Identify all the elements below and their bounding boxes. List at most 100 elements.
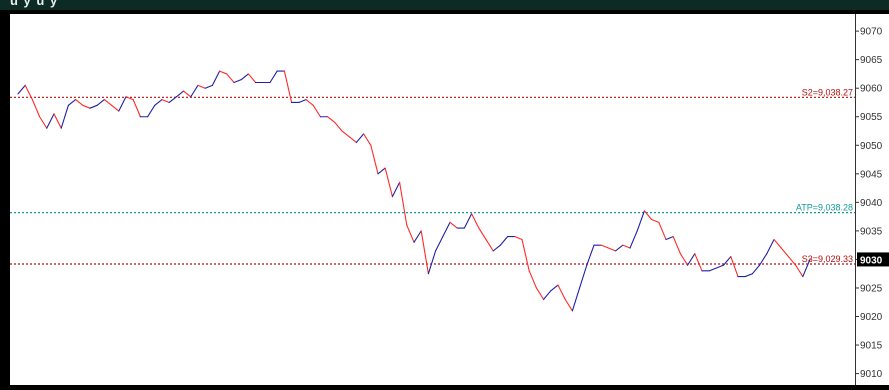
price-segment <box>708 267 717 272</box>
price-segment <box>204 84 213 89</box>
tick-label: 9050 <box>860 141 883 152</box>
price-segment <box>521 238 530 272</box>
price-segment <box>355 133 365 143</box>
price-segment <box>463 213 473 229</box>
tick-label: 9025 <box>860 283 883 294</box>
price-segment <box>571 287 581 312</box>
price-segment <box>492 244 501 252</box>
price-segment <box>46 113 55 129</box>
price-segment <box>233 79 242 84</box>
price-segment <box>125 96 134 101</box>
price-segment <box>111 104 120 112</box>
price-segment <box>651 218 660 223</box>
price-segment <box>600 244 609 249</box>
price-segment <box>665 236 674 241</box>
price-segment <box>723 256 732 266</box>
price-segment <box>24 84 33 101</box>
price-segment <box>190 84 199 98</box>
price-segment <box>636 210 645 232</box>
tick-label: 9020 <box>860 312 883 323</box>
price-segment <box>341 130 350 138</box>
price-segment <box>413 230 422 243</box>
price-segment <box>132 99 141 118</box>
level-label-2: S3=9,029.33 <box>802 254 853 264</box>
price-segment <box>305 99 314 106</box>
price-segment <box>550 284 559 292</box>
price-segment <box>334 121 343 132</box>
level-label-0: S2=9,038.27 <box>802 87 853 97</box>
tick-label: 9055 <box>860 112 883 123</box>
price-segment <box>247 73 257 84</box>
price-segment <box>67 99 77 106</box>
price-segment <box>499 236 509 246</box>
current-price-bg <box>857 252 889 267</box>
price-segment <box>679 253 689 266</box>
price-segment <box>622 244 631 249</box>
price-segment <box>514 236 523 241</box>
level-labels: S2=9,038.27 ATP=9,038.28 S3=9,029.33 <box>796 87 853 264</box>
price-chart: S2=9,038.27 ATP=9,038.28 S3=9,029.33 <box>10 70 855 312</box>
price-segment <box>694 253 703 272</box>
price-segment <box>226 73 235 84</box>
price-segment <box>154 99 163 106</box>
price-segment <box>118 96 127 112</box>
price-segment <box>406 224 415 243</box>
price-segment <box>60 104 69 129</box>
tick-label: 9015 <box>860 341 883 352</box>
price-segment <box>75 99 84 106</box>
tick-label: 9010 <box>860 369 883 380</box>
price-axis-svg: 9070 9065 9060 9055 9050 9045 9040 9035 9030 9025… <box>855 14 889 385</box>
price-segment <box>31 99 41 118</box>
price-segment <box>391 181 401 198</box>
tick-label: 9035 <box>860 226 883 237</box>
level-label-1: ATP=9,038.28 <box>796 203 853 213</box>
price-segment <box>687 253 696 266</box>
price-segment <box>607 247 617 252</box>
price-axis: 9070 9065 9060 9055 9050 9045 9040 9035 9030 9025… <box>855 14 889 385</box>
price-segment <box>730 256 739 278</box>
price-segment <box>269 70 278 84</box>
price-segment <box>471 213 480 229</box>
price-segment <box>586 244 595 266</box>
price-segment <box>420 230 429 275</box>
price-segment <box>629 230 638 249</box>
tick-label: 9070 <box>860 27 883 38</box>
price-segment <box>449 221 458 229</box>
price-segment <box>147 104 156 118</box>
price-segment <box>615 244 624 252</box>
price-segment <box>658 221 667 241</box>
tick-label: 9045 <box>860 169 883 180</box>
price-segment <box>744 273 753 278</box>
price-segment <box>751 264 761 275</box>
price-segment <box>175 90 185 98</box>
price-segment <box>543 290 552 300</box>
price-segment <box>96 99 105 106</box>
price-segment <box>773 238 782 249</box>
price-segment <box>39 116 48 129</box>
price-segment <box>435 236 444 252</box>
price-segment <box>528 270 537 289</box>
current-price-box: 9030 <box>857 252 889 267</box>
price-segment <box>795 264 804 278</box>
price-segment <box>780 247 789 258</box>
window-title: u y u y <box>10 0 59 8</box>
price-segment <box>787 256 797 266</box>
tick-labels: 9070 9065 9060 9055 9050 9045 9040 9035 9030 9025… <box>855 27 883 380</box>
price-segment <box>377 167 386 175</box>
price-segment <box>802 258 811 278</box>
price-segment <box>17 84 26 95</box>
price-segment <box>427 250 437 275</box>
price-segment <box>535 287 545 300</box>
price-segment <box>312 104 321 118</box>
chart-plot-area[interactable]: S2=9,038.27 ATP=9,038.28 S3=9,029.33 <box>10 14 855 385</box>
price-segment <box>715 264 725 269</box>
price-segment <box>485 238 494 252</box>
price-segment <box>183 90 192 98</box>
current-price-label: 9030 <box>860 255 883 266</box>
window-title-strip: u y u y <box>0 0 889 10</box>
levels-layer <box>10 96 855 265</box>
price-segment <box>161 99 170 104</box>
price-segment <box>672 236 681 255</box>
price-segment <box>370 144 379 175</box>
price-segment <box>53 113 62 129</box>
